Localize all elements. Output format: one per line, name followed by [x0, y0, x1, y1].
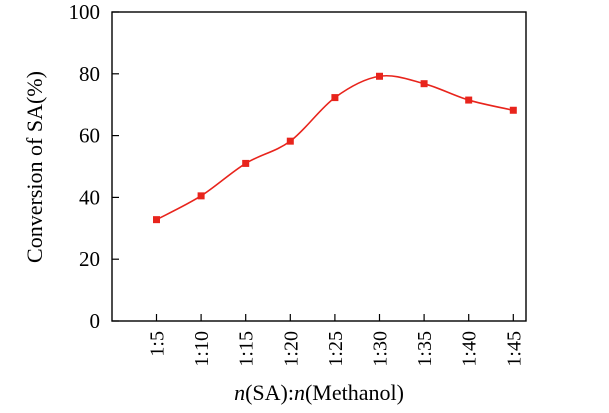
data-point [197, 192, 205, 200]
x-tick-label: 1:10 [191, 331, 213, 367]
series-markers [153, 72, 517, 224]
data-point [420, 80, 428, 88]
data-point [465, 96, 473, 104]
y-tick-label: 0 [90, 309, 101, 333]
x-tick-label: 1:40 [459, 331, 481, 367]
x-axis: 1:5 1:10 1:15 1:20 1:25 1:30 1:35 1:40 1:45 [147, 314, 525, 367]
data-point [331, 94, 339, 102]
x-axis-title-part: n [294, 380, 305, 405]
x-axis-title: n(SA):n(Methanol) [234, 380, 404, 405]
x-axis-title-part: (Methanol) [305, 380, 404, 405]
y-tick-label: 60 [79, 124, 100, 148]
y-axis-title: Conversion of SA(%) [22, 71, 47, 263]
data-point [153, 216, 160, 224]
y-tick-label: 40 [79, 185, 100, 209]
x-tick-label: 1:25 [325, 331, 347, 367]
data-point [509, 106, 517, 114]
x-tick-label: 1:15 [236, 331, 258, 367]
data-point [376, 72, 383, 80]
x-tick-label: 1:20 [280, 331, 302, 367]
y-tick-label: 20 [79, 247, 100, 271]
y-tick-label: 80 [79, 62, 100, 86]
x-tick-label: 1:5 [147, 331, 169, 357]
plot-frame [111, 11, 527, 322]
x-tick-label: 1:45 [503, 331, 525, 367]
x-tick-label: 1:30 [370, 331, 392, 367]
y-tick-label: 100 [69, 0, 101, 24]
data-point [286, 137, 294, 145]
y-axis: 0 20 40 60 80 100 [69, 0, 119, 333]
x-axis-title-part: (SA): [245, 380, 294, 405]
data-point [242, 159, 250, 167]
x-tick-label: 1:35 [414, 331, 436, 367]
x-axis-title-part: n [234, 380, 245, 405]
